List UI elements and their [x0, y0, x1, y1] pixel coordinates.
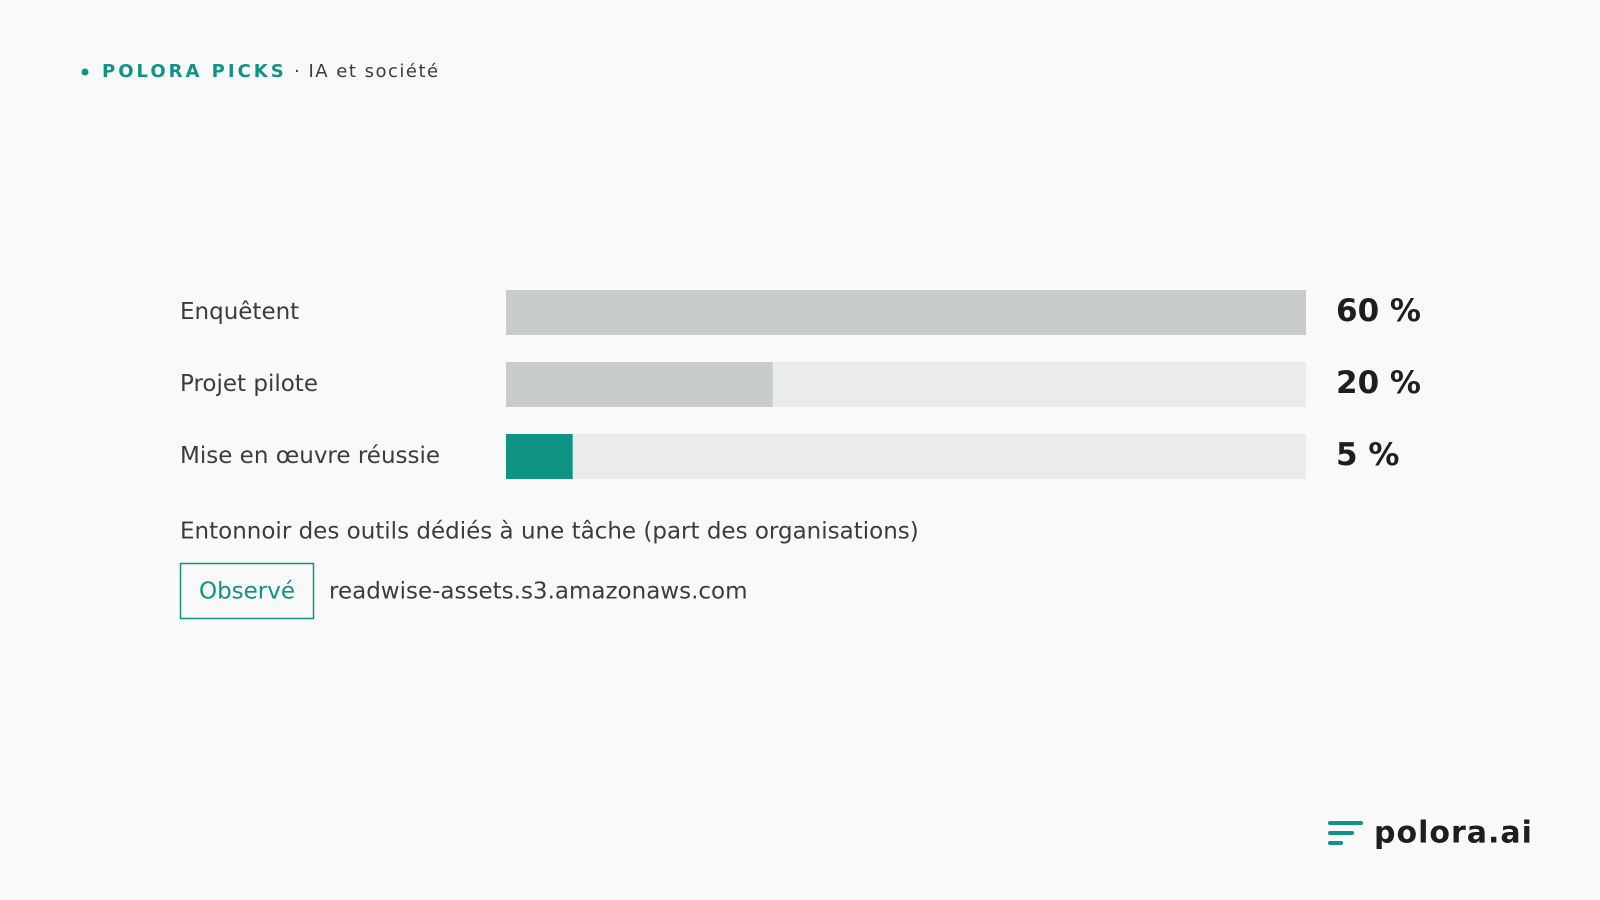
bar	[506, 434, 573, 479]
bar	[506, 362, 773, 407]
brand-dot	[81, 68, 89, 76]
logo-icon	[1328, 821, 1363, 845]
bar	[506, 290, 1306, 335]
badge: Observé	[199, 579, 295, 605]
caption: Entonnoir des outils dédiés à une tâche …	[180, 519, 919, 545]
badge-box	[179, 562, 315, 620]
topic: · IA et société	[294, 61, 440, 82]
category-label: Mise en œuvre réussie	[180, 443, 440, 469]
logo: polora.ai	[1374, 816, 1533, 851]
value-label: 5 %	[1336, 437, 1399, 473]
category-label: Projet pilote	[180, 371, 318, 397]
value-label: 20 %	[1336, 365, 1421, 401]
category-label: Enquêtent	[180, 299, 299, 325]
source: readwise-assets.s3.amazonaws.com	[329, 579, 748, 605]
value-label: 60 %	[1336, 293, 1421, 329]
bar-track	[506, 434, 1306, 479]
brand: POLORA PICKS	[102, 61, 287, 82]
